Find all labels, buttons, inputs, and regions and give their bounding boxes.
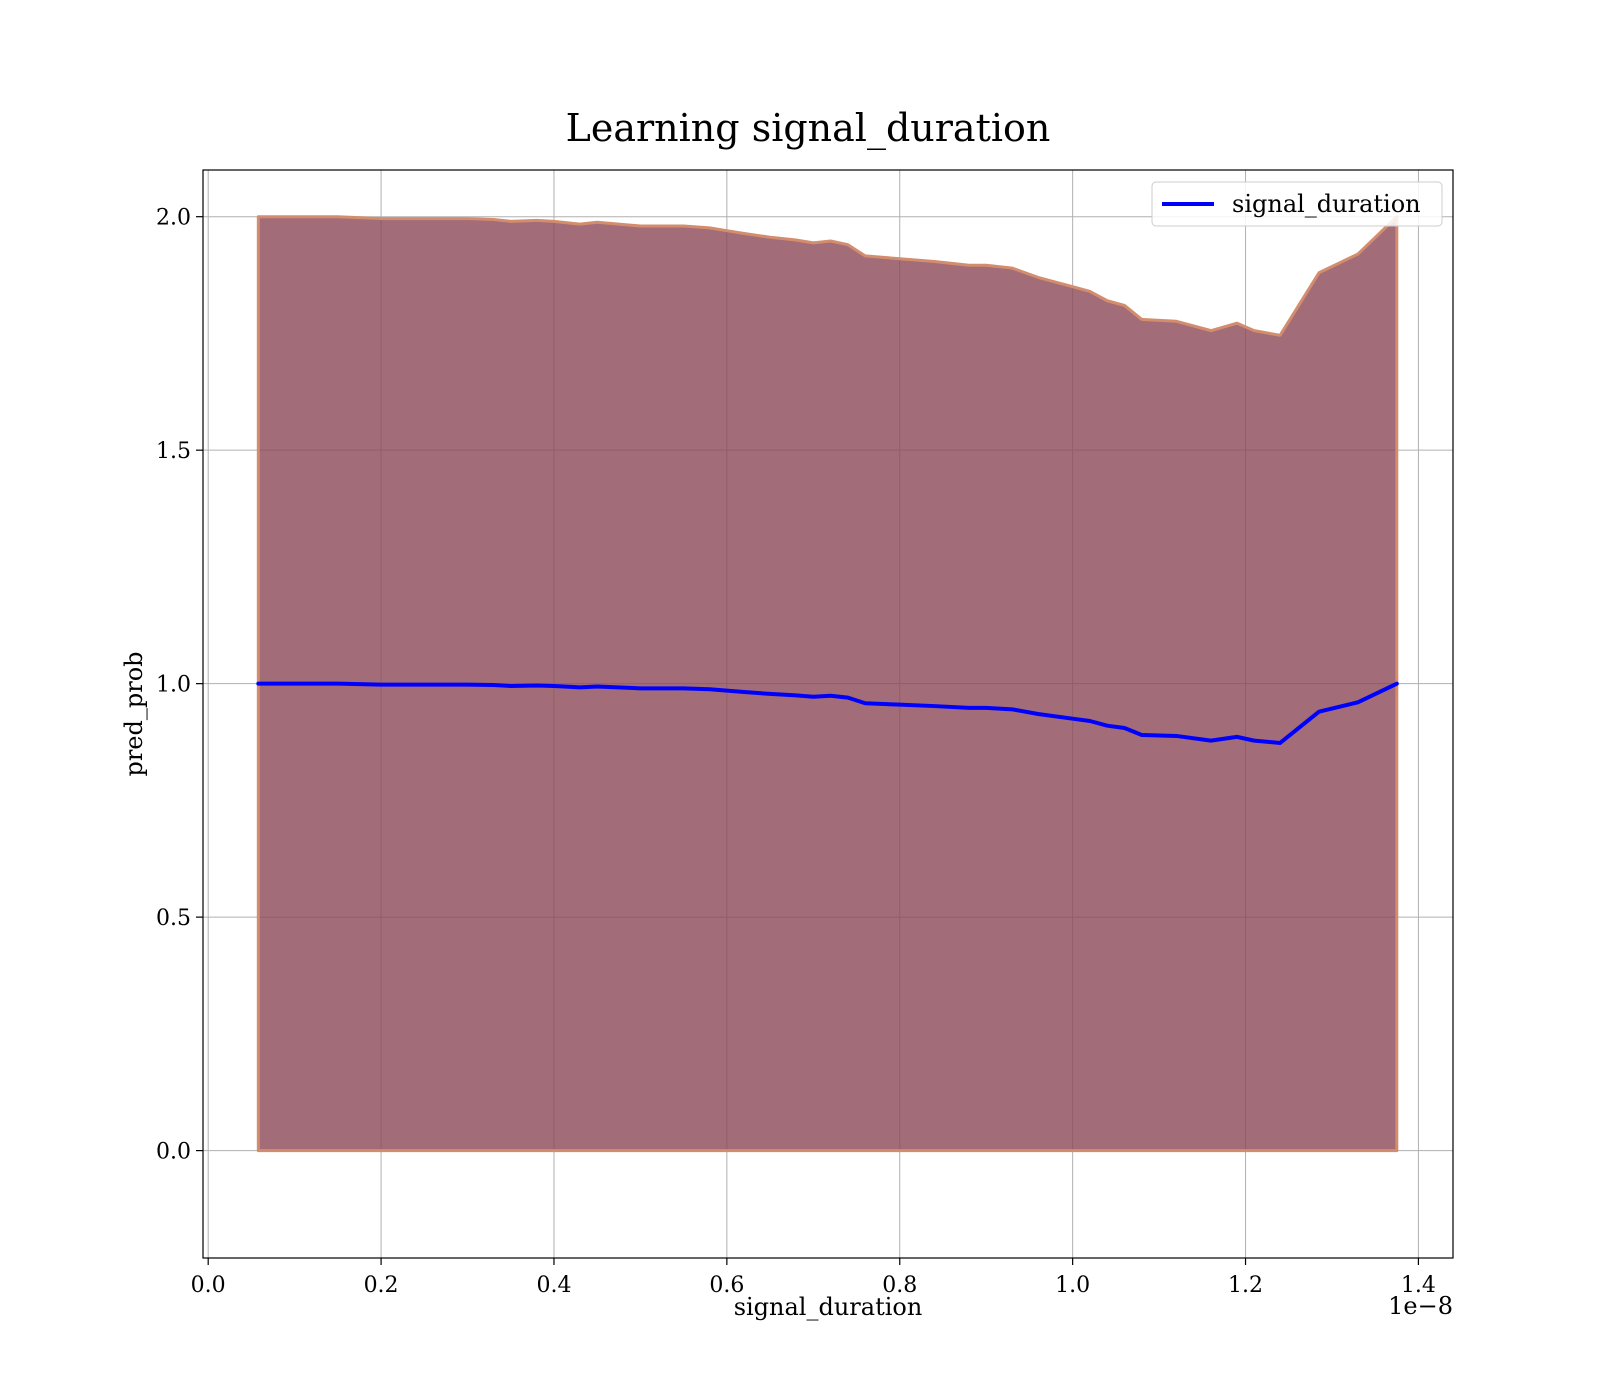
legend: signal_duration [1151, 181, 1443, 227]
data-point [794, 693, 798, 697]
data-point [984, 706, 988, 710]
x-tick-label: 0.0 [191, 1273, 226, 1298]
data-point [256, 682, 260, 686]
data-point [552, 684, 556, 688]
plot-frame [202, 169, 1454, 1259]
x-offset-label: 1e−8 [1388, 1292, 1453, 1320]
data-point [1395, 682, 1399, 686]
data-point [1010, 707, 1014, 711]
data-point [569, 685, 573, 689]
data-point [682, 686, 686, 690]
data-point [293, 682, 297, 686]
data-point [1174, 734, 1178, 738]
data-point [898, 703, 902, 707]
data-point [967, 706, 971, 710]
x-tick-label: 0.2 [364, 1273, 399, 1298]
data-point [535, 684, 539, 688]
line-layer [256, 681, 1399, 745]
x-tick-label: 0.6 [709, 1273, 744, 1298]
y-tick-label: 0.5 [156, 906, 191, 931]
data-point [829, 694, 833, 698]
data-point [509, 684, 513, 688]
data-point [863, 701, 867, 705]
y-tick-label: 1.0 [156, 673, 191, 698]
data-point [725, 689, 729, 693]
x-tick-label: 1.2 [1228, 1273, 1263, 1298]
chart-title: Learning signal_duration [566, 106, 1051, 151]
data-point [1088, 719, 1092, 723]
y-tick-label: 1.5 [156, 439, 191, 464]
data-point [846, 696, 850, 700]
data-point [1123, 726, 1127, 730]
data-point [595, 684, 599, 688]
band-layer [256, 215, 1399, 1153]
x-tick-label: 1.0 [1055, 1273, 1090, 1298]
confidence-band [256, 215, 1399, 1153]
data-point [708, 687, 712, 691]
data-point [1209, 739, 1213, 743]
legend-box [1151, 181, 1443, 227]
y-tick-label: 0.0 [156, 1140, 191, 1165]
data-point [638, 686, 642, 690]
x-tick-label: 0.8 [882, 1273, 917, 1298]
x-tick-label: 0.4 [536, 1273, 571, 1298]
y-axis-label: pred_prob [120, 651, 148, 776]
data-point [932, 704, 936, 708]
data-point [466, 683, 470, 687]
data-point [1278, 741, 1282, 745]
data-point [768, 692, 772, 696]
data-point [1317, 710, 1321, 714]
data-point [379, 683, 383, 687]
data-point [1140, 733, 1144, 737]
data-point [1036, 712, 1040, 716]
legend-label: signal_duration [1232, 190, 1421, 218]
x-axis-label: signal_duration [734, 1293, 923, 1321]
data-point [336, 682, 340, 686]
data-point [1105, 724, 1109, 728]
data-point [1071, 717, 1075, 721]
data-point [491, 683, 495, 687]
data-point [578, 685, 582, 689]
data-point [422, 683, 426, 687]
y-tick-label: 2.0 [156, 206, 191, 231]
data-point [1235, 735, 1239, 739]
data-point [742, 690, 746, 694]
tick-layer: 0.0 0.2 0.4 0.6 0.8 1.0 1.2 1.4 0.0 0.5 1.0 1.5 2.0 [156, 206, 1436, 1298]
data-point [811, 695, 815, 699]
x-tick-label: 1.4 [1401, 1273, 1436, 1298]
data-point [1356, 700, 1360, 704]
data-point [1252, 739, 1256, 743]
